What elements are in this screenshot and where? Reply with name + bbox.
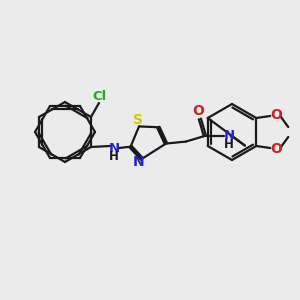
Text: Cl: Cl (93, 89, 107, 103)
Text: H: H (224, 138, 234, 151)
Text: O: O (270, 142, 282, 156)
Text: N: N (108, 142, 120, 154)
Text: H: H (109, 151, 119, 164)
Text: N: N (224, 129, 235, 142)
Text: N: N (133, 155, 145, 169)
Text: O: O (192, 103, 204, 118)
Text: O: O (270, 108, 282, 122)
Text: S: S (133, 113, 143, 128)
